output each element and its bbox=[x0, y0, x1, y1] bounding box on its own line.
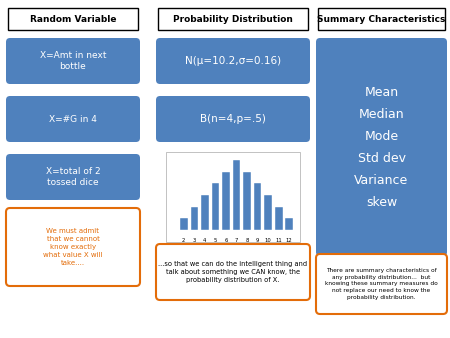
Text: 9: 9 bbox=[256, 238, 259, 243]
Text: 6: 6 bbox=[224, 238, 228, 243]
Text: ...so that we can do the intelligent thing and
talk about something we CAN know,: ...so that we can do the intelligent thi… bbox=[158, 261, 307, 283]
Text: 3: 3 bbox=[193, 238, 196, 243]
Text: 11: 11 bbox=[275, 238, 282, 243]
Bar bbox=[180, 218, 188, 230]
FancyBboxPatch shape bbox=[6, 96, 140, 142]
Bar bbox=[201, 195, 209, 230]
Bar bbox=[233, 160, 240, 230]
Bar bbox=[166, 152, 300, 242]
FancyBboxPatch shape bbox=[6, 154, 140, 200]
Text: 10: 10 bbox=[265, 238, 271, 243]
FancyBboxPatch shape bbox=[316, 254, 447, 314]
FancyBboxPatch shape bbox=[156, 244, 310, 300]
Text: 5: 5 bbox=[214, 238, 217, 243]
Text: We must admit
that we cannot
know exactly
what value X will
take....: We must admit that we cannot know exactl… bbox=[43, 228, 103, 266]
Text: Summary Characteristics: Summary Characteristics bbox=[317, 15, 446, 24]
Text: There are summary characteristics of
any probability distribution...  but
knowin: There are summary characteristics of any… bbox=[325, 268, 438, 300]
Bar bbox=[275, 207, 283, 230]
Text: X=#G in 4: X=#G in 4 bbox=[49, 115, 97, 123]
Text: 4: 4 bbox=[203, 238, 207, 243]
Text: 12: 12 bbox=[286, 238, 292, 243]
Bar bbox=[285, 218, 293, 230]
FancyBboxPatch shape bbox=[156, 96, 310, 142]
Text: X=Amt in next
bottle: X=Amt in next bottle bbox=[40, 51, 106, 71]
Text: Mean
Median
Mode
Std dev
Variance
skew: Mean Median Mode Std dev Variance skew bbox=[355, 86, 409, 209]
Text: 7: 7 bbox=[235, 238, 238, 243]
Bar bbox=[190, 207, 198, 230]
FancyBboxPatch shape bbox=[6, 208, 140, 286]
FancyBboxPatch shape bbox=[316, 38, 447, 256]
Bar bbox=[318, 8, 445, 30]
Bar bbox=[8, 8, 138, 30]
Bar bbox=[158, 8, 308, 30]
Text: Probability Distribution: Probability Distribution bbox=[173, 15, 293, 24]
Text: X=total of 2
tossed dice: X=total of 2 tossed dice bbox=[46, 167, 100, 187]
Text: 8: 8 bbox=[245, 238, 249, 243]
Bar bbox=[212, 183, 219, 230]
Bar bbox=[243, 172, 251, 230]
Text: N(μ=10.2,σ=0.16): N(μ=10.2,σ=0.16) bbox=[185, 56, 281, 66]
Bar bbox=[264, 195, 272, 230]
FancyBboxPatch shape bbox=[156, 38, 310, 84]
Bar bbox=[222, 172, 230, 230]
Text: B(n=4,p=.5): B(n=4,p=.5) bbox=[200, 114, 266, 124]
FancyBboxPatch shape bbox=[6, 38, 140, 84]
Text: 2: 2 bbox=[182, 238, 185, 243]
Bar bbox=[254, 183, 261, 230]
Text: Random Variable: Random Variable bbox=[30, 15, 116, 24]
